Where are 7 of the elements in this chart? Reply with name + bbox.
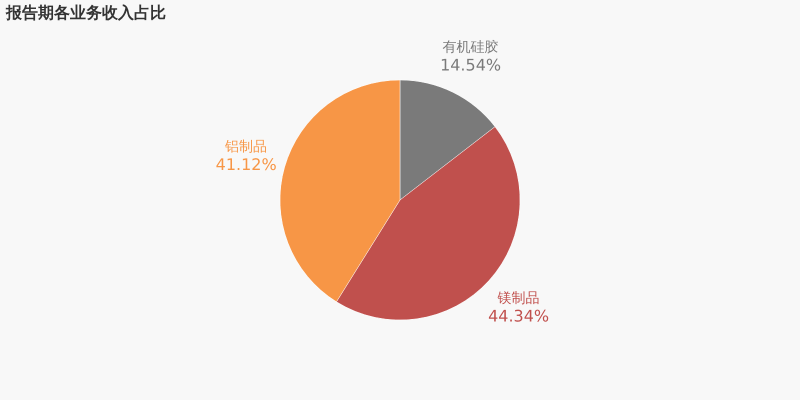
data-label: 44.34% <box>488 306 550 326</box>
slice-label: 有机硅胶 <box>442 39 499 56</box>
text: 报告期各业务收入占比 <box>5 3 166 22</box>
data-label: 41.12% <box>216 154 277 174</box>
slice-label: 镁制品 <box>496 290 540 306</box>
slice-label: 铝制品 <box>224 138 268 155</box>
data-label: 14.54% <box>440 55 502 74</box>
